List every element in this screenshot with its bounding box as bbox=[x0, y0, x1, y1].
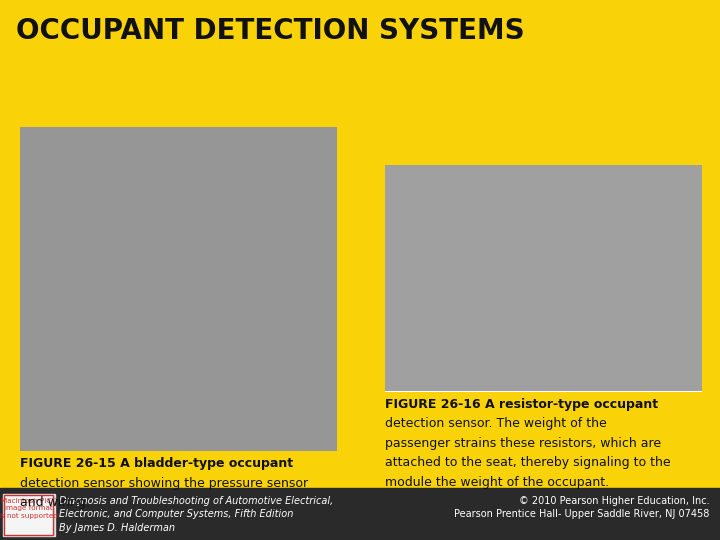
Text: Diagnosis and Troubleshooting of Automotive Electrical,
Electronic, and Computer: Diagnosis and Troubleshooting of Automot… bbox=[59, 496, 333, 533]
Text: attached to the seat, thereby signaling to the: attached to the seat, thereby signaling … bbox=[385, 456, 671, 469]
Text: module the weight of the occupant.: module the weight of the occupant. bbox=[385, 476, 609, 489]
Text: FIGURE 26-15 A bladder-type occupant: FIGURE 26-15 A bladder-type occupant bbox=[20, 457, 293, 470]
Text: and wiring.: and wiring. bbox=[20, 496, 90, 509]
Text: passenger strains these resistors, which are: passenger strains these resistors, which… bbox=[385, 437, 662, 450]
Bar bbox=[0, 488, 720, 540]
Bar bbox=[3, 494, 55, 536]
Text: FIGURE 26-16 A resistor-type occupant: FIGURE 26-16 A resistor-type occupant bbox=[385, 398, 658, 411]
Text: detection sensor. The weight of the: detection sensor. The weight of the bbox=[385, 417, 607, 430]
Bar bbox=[4, 495, 53, 535]
Text: Macintosh PICT
image format
is not supported: Macintosh PICT image format is not suppo… bbox=[0, 498, 58, 519]
Text: OCCUPANT DETECTION SYSTEMS: OCCUPANT DETECTION SYSTEMS bbox=[16, 17, 524, 45]
Text: © 2010 Pearson Higher Education, Inc.
Pearson Prentice Hall- Upper Saddle River,: © 2010 Pearson Higher Education, Inc. Pe… bbox=[454, 496, 709, 519]
Text: detection sensor showing the pressure sensor: detection sensor showing the pressure se… bbox=[20, 477, 308, 490]
